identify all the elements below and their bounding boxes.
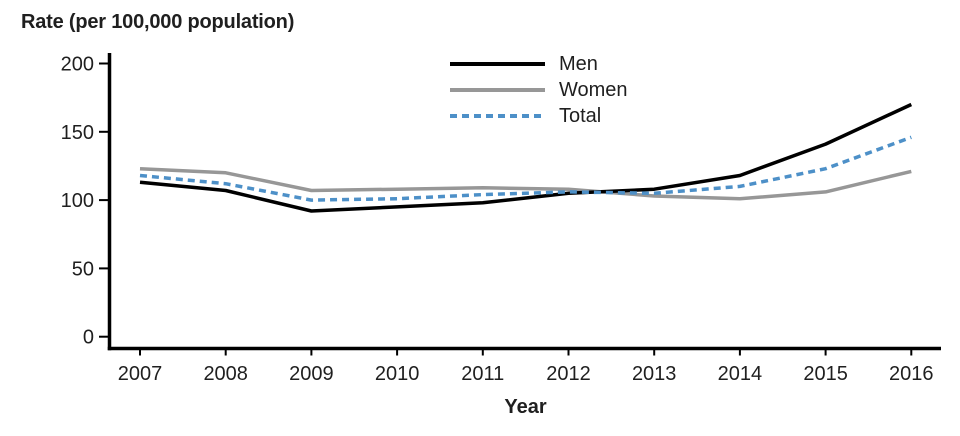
legend-label-women: Women — [559, 79, 628, 101]
total-line-swatch — [450, 114, 545, 118]
x-tick-label: 2007 — [118, 363, 163, 385]
y-tick-label: 150 — [61, 122, 94, 144]
x-tick-label: 2011 — [461, 363, 504, 385]
men-line — [139, 102, 913, 213]
women-line-swatch — [450, 88, 545, 92]
y-tick-label: 0 — [83, 327, 94, 349]
x-axis-title: Year — [504, 396, 547, 418]
x-tick-label: 2015 — [803, 363, 848, 385]
y-tick-label: 100 — [61, 190, 94, 212]
y-tick-label: 50 — [72, 258, 94, 280]
legend-item-men: Men — [450, 51, 628, 77]
x-tick-label: 2016 — [889, 363, 934, 385]
y-tick-label: 200 — [61, 54, 94, 76]
men-line-swatch — [450, 62, 545, 66]
legend-item-total: Total — [450, 103, 628, 129]
x-tick-label: 2012 — [546, 363, 591, 385]
x-tick-label: 2014 — [718, 363, 763, 385]
legend: Men Women Total — [450, 51, 628, 129]
x-tick-label: 2009 — [289, 363, 334, 385]
women-line — [139, 166, 912, 201]
legend-label-total: Total — [559, 105, 602, 127]
legend-item-women: Women — [450, 77, 628, 103]
x-tick-label: 2010 — [375, 363, 420, 385]
x-tick-label: 2013 — [632, 363, 677, 385]
total-line — [139, 135, 912, 202]
chart-title: Rate (per 100,000 population) — [21, 11, 295, 33]
legend-label-men: Men — [559, 53, 598, 75]
x-tick-label: 2008 — [203, 363, 248, 385]
